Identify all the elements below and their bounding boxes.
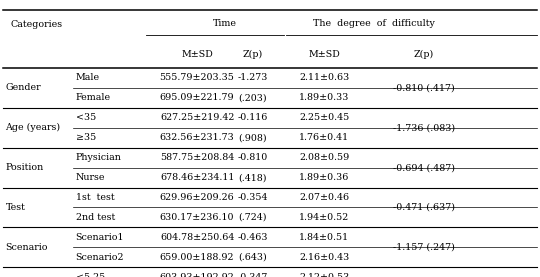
Text: (.724): (.724) [239, 213, 267, 222]
Text: -0.354: -0.354 [238, 193, 268, 202]
Text: 2.12±0.53: 2.12±0.53 [299, 273, 349, 277]
Text: Nurse: Nurse [76, 173, 105, 182]
Text: 2.07±0.46: 2.07±0.46 [299, 193, 349, 202]
Text: 2.11±0.63: 2.11±0.63 [299, 73, 349, 82]
Text: 2nd test: 2nd test [76, 213, 115, 222]
Text: Test: Test [5, 203, 25, 212]
Text: -1.157 (.247): -1.157 (.247) [393, 243, 455, 252]
Text: Female: Female [76, 93, 111, 102]
Text: (.643): (.643) [238, 253, 267, 262]
Text: 1.94±0.52: 1.94±0.52 [299, 213, 349, 222]
Text: Categories: Categories [11, 20, 63, 29]
Text: 630.17±236.10: 630.17±236.10 [160, 213, 234, 222]
Text: 695.09±221.79: 695.09±221.79 [160, 93, 234, 102]
Text: -0.463: -0.463 [238, 233, 268, 242]
Text: 2.08±0.59: 2.08±0.59 [299, 153, 349, 162]
Text: -0.810 (.417): -0.810 (.417) [393, 83, 455, 92]
Text: -1.736 (.083): -1.736 (.083) [393, 123, 455, 132]
Text: -0.810: -0.810 [238, 153, 268, 162]
Text: 1.76±0.41: 1.76±0.41 [299, 133, 349, 142]
Text: 2.25±0.45: 2.25±0.45 [299, 113, 349, 122]
Text: Time: Time [213, 19, 237, 28]
Text: 604.78±250.64: 604.78±250.64 [160, 233, 234, 242]
Text: -0.694 (.487): -0.694 (.487) [393, 163, 455, 172]
Text: The  degree  of  difficulty: The degree of difficulty [313, 19, 435, 28]
Text: 1.84±0.51: 1.84±0.51 [299, 233, 349, 242]
Text: Z(p): Z(p) [242, 50, 263, 59]
Text: Scenario2: Scenario2 [76, 253, 124, 262]
Text: 627.25±219.42: 627.25±219.42 [160, 113, 234, 122]
Text: -0.347: -0.347 [238, 273, 268, 277]
Text: ≥35: ≥35 [76, 133, 96, 142]
Text: 1st  test: 1st test [76, 193, 114, 202]
Text: 2.16±0.43: 2.16±0.43 [299, 253, 349, 262]
Text: 603.93±192.92: 603.93±192.92 [160, 273, 234, 277]
Text: Scenario: Scenario [5, 243, 48, 252]
Text: (.908): (.908) [238, 133, 267, 142]
Text: (.203): (.203) [238, 93, 267, 102]
Text: 678.46±234.11: 678.46±234.11 [160, 173, 234, 182]
Text: <35: <35 [76, 113, 96, 122]
Text: M±SD: M±SD [181, 50, 213, 59]
Text: Gender: Gender [5, 83, 41, 92]
Text: Physician: Physician [76, 153, 122, 162]
Text: M±SD: M±SD [308, 50, 340, 59]
Text: 1.89±0.36: 1.89±0.36 [299, 173, 349, 182]
Text: -1.273: -1.273 [238, 73, 268, 82]
Text: Z(p): Z(p) [414, 50, 434, 59]
Text: -0.116: -0.116 [238, 113, 268, 122]
Text: (.418): (.418) [239, 173, 267, 182]
Text: 587.75±208.84: 587.75±208.84 [160, 153, 234, 162]
Text: Position: Position [5, 163, 44, 172]
Text: 555.79±203.35: 555.79±203.35 [160, 73, 234, 82]
Text: 1.89±0.33: 1.89±0.33 [299, 93, 349, 102]
Text: -0.471 (.637): -0.471 (.637) [393, 203, 455, 212]
Text: <5.25: <5.25 [76, 273, 105, 277]
Text: 632.56±231.73: 632.56±231.73 [160, 133, 234, 142]
Text: Male: Male [76, 73, 100, 82]
Text: Scenario1: Scenario1 [76, 233, 124, 242]
Text: 659.00±188.92: 659.00±188.92 [160, 253, 234, 262]
Text: Age (years): Age (years) [5, 123, 60, 132]
Text: 629.96±209.26: 629.96±209.26 [160, 193, 234, 202]
